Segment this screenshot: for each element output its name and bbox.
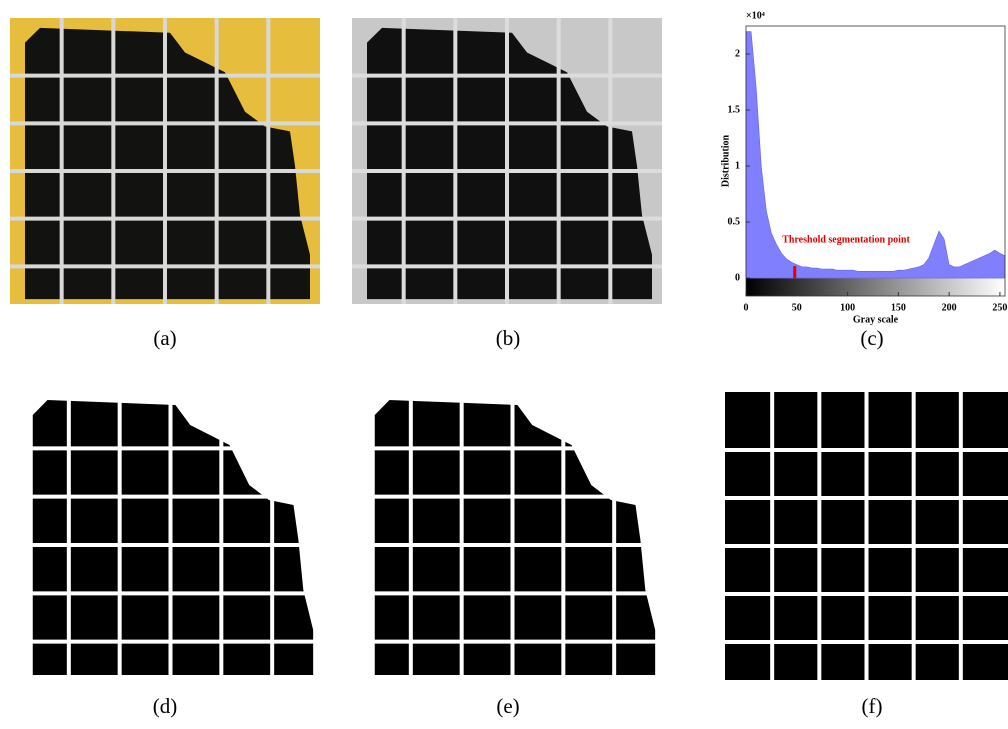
image: [352, 18, 662, 304]
image-noise: [28, 590, 128, 680]
x-axis-label: Gray scale: [853, 314, 899, 325]
y-axis-label: Distribution: [720, 134, 731, 187]
y-tick-label: 1.5: [728, 104, 741, 115]
panel-label: (e): [496, 694, 519, 718]
panel-label: (b): [496, 326, 521, 350]
figure: 0 50 100 150 200 250 0 0.5 1 1.5 2 Gray scale Distri…: [0, 0, 1008, 724]
histogram: 0 50 100 150 200 250 0 0.5 1 1.5 2 Gray scale Distri…: [720, 10, 1007, 325]
y-tick-label: 0.5: [728, 216, 741, 227]
image: [725, 392, 1008, 680]
panel-label: (f): [862, 694, 883, 718]
x-tick-label: 100: [840, 302, 855, 313]
panel-label: (c): [860, 326, 883, 350]
image: [18, 390, 323, 680]
y-tick-label: 2: [735, 48, 740, 59]
plot-frame: [746, 26, 1005, 296]
panel-label: (a): [153, 326, 176, 350]
image: [360, 390, 665, 680]
x-tick-label: 50: [792, 302, 802, 313]
x-tick-label: 150: [891, 302, 906, 313]
image: [10, 18, 320, 304]
x-tick-label: 200: [942, 302, 957, 313]
y-scale-label: ×10⁴: [746, 10, 765, 21]
x-tick-label: 250: [992, 302, 1007, 313]
y-tick-label: 0: [735, 272, 740, 283]
y-tick-label: 1: [735, 160, 740, 171]
gray-bar: [746, 278, 1005, 296]
x-tick-label: 0: [744, 302, 749, 313]
annotation: Threshold segmentation point: [782, 234, 910, 245]
panel-label: (d): [153, 694, 178, 718]
